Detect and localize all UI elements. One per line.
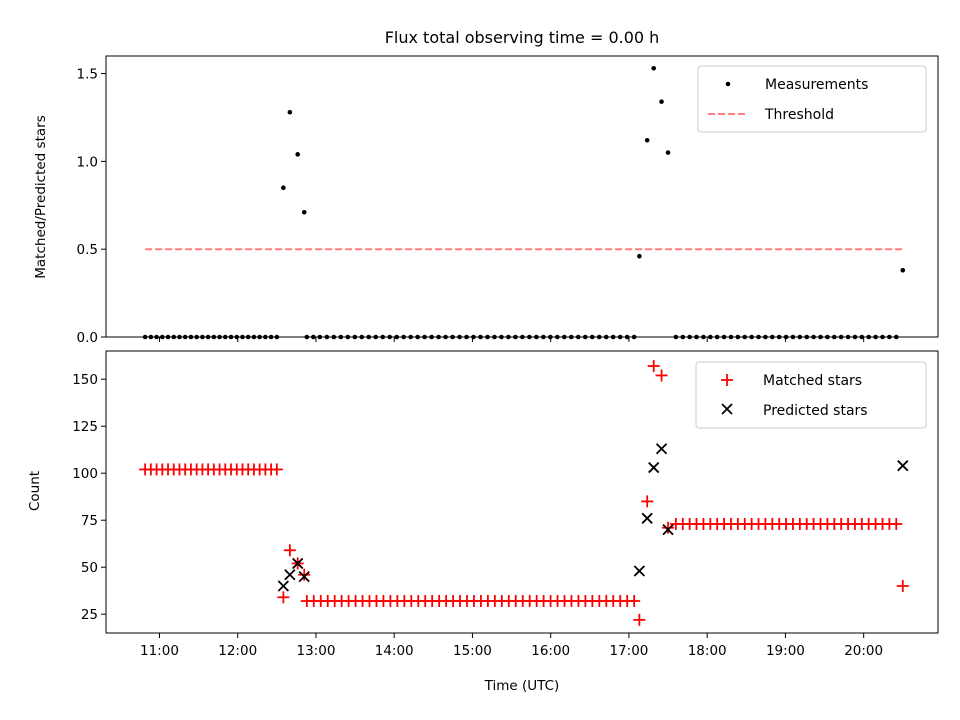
y-tick-label: 75 bbox=[81, 513, 98, 529]
legend-measurements-label: Measurements bbox=[765, 77, 868, 93]
y-tick-label: 1.0 bbox=[77, 154, 98, 170]
x-tick-label: 18:00 bbox=[688, 643, 727, 659]
top-legend: Measurements Threshold bbox=[697, 65, 927, 133]
matched-star-point bbox=[890, 517, 903, 530]
measurement-point bbox=[287, 109, 293, 115]
predicted-star-point bbox=[277, 580, 289, 592]
x-tick-label: 15:00 bbox=[453, 643, 492, 659]
predicted-star-point bbox=[284, 569, 296, 581]
predicted-star-point bbox=[662, 523, 674, 536]
x-stroke-b bbox=[641, 512, 653, 524]
x-stroke-b bbox=[662, 523, 674, 536]
y-tick-label: 125 bbox=[72, 419, 98, 435]
y-tick-label: 1.5 bbox=[77, 67, 98, 83]
measurement-point bbox=[644, 138, 650, 143]
x-tick-label: 13:00 bbox=[297, 643, 336, 659]
matched-star-point bbox=[647, 360, 660, 373]
x-stroke-b bbox=[897, 460, 909, 472]
bottom-legend-frame bbox=[695, 361, 927, 429]
measurement-point bbox=[665, 150, 671, 155]
top-legend-frame bbox=[697, 65, 927, 133]
y-tick-label: 100 bbox=[72, 466, 98, 482]
legend-measurements-marker bbox=[725, 81, 731, 87]
x-tick-label: 16:00 bbox=[531, 643, 570, 659]
y-tick-label: 25 bbox=[81, 607, 98, 623]
x-stroke-b bbox=[655, 443, 668, 455]
predicted-star-point bbox=[298, 570, 310, 583]
measurement-point bbox=[900, 267, 906, 273]
legend-matched-marker bbox=[721, 374, 733, 386]
y-tick-label: 0.5 bbox=[77, 242, 98, 258]
axes-frame bbox=[105, 350, 939, 634]
legend-matched-label: Matched stars bbox=[763, 373, 862, 389]
top-chart-title: Flux total observing time = 0.00 h bbox=[385, 28, 660, 47]
predicted-star-point bbox=[897, 460, 909, 472]
bottom-y-axis-label: Count bbox=[27, 471, 43, 511]
matched-star-point bbox=[896, 580, 909, 592]
y-tick-label: 150 bbox=[72, 372, 98, 388]
legend-threshold-label: Threshold bbox=[764, 107, 834, 123]
y-tick-label: 0.0 bbox=[77, 330, 98, 346]
predicted-star-point bbox=[633, 565, 646, 577]
measurement-point bbox=[637, 253, 642, 259]
measurement-point bbox=[651, 65, 657, 71]
matched-star-point bbox=[628, 595, 641, 608]
measurement-point bbox=[659, 99, 664, 104]
top-panel: 0.0 0.5 1.0 1.5 bbox=[77, 55, 939, 346]
x-tick-label: 14:00 bbox=[375, 643, 414, 659]
x-stroke-b bbox=[298, 570, 310, 583]
x-stroke-b bbox=[284, 569, 296, 581]
x-tick-label: 19:00 bbox=[766, 643, 805, 659]
legend-predicted-label: Predicted stars bbox=[763, 403, 868, 419]
x-tick-label: 17:00 bbox=[609, 643, 648, 659]
measurement-point bbox=[281, 185, 286, 191]
matched-star-point bbox=[270, 463, 283, 476]
matched-star-point bbox=[641, 495, 654, 508]
predicted-star-point bbox=[292, 557, 304, 570]
top-y-axis-label: Matched/Predicted stars bbox=[33, 115, 49, 278]
matched-star-point bbox=[298, 568, 311, 581]
x-stroke-b bbox=[292, 557, 304, 570]
x-stroke-b bbox=[633, 565, 646, 577]
predicted-star-point bbox=[655, 443, 668, 455]
predicted-star-point bbox=[648, 461, 660, 474]
matched-star-point bbox=[277, 591, 290, 604]
predicted-star-point bbox=[641, 512, 653, 524]
x-stroke-b bbox=[648, 461, 660, 474]
x-tick-label: 20:00 bbox=[844, 643, 883, 659]
x-axis-label: Time (UTC) bbox=[484, 678, 560, 694]
y-tick-label: 50 bbox=[81, 560, 98, 576]
measurement-point bbox=[301, 210, 307, 215]
legend-predicted-marker bbox=[721, 403, 733, 415]
bottom-panel: 11:00 12:00 13:00 14:00 15:00 16:00 17:00 18:00… bbox=[72, 350, 939, 659]
bottom-legend: Matched stars Predicted stars bbox=[695, 361, 927, 429]
matched-star-point bbox=[662, 521, 675, 534]
x-tick-label: 11:00 bbox=[140, 643, 179, 659]
matched-star-point bbox=[655, 369, 668, 382]
matched-star-point bbox=[633, 613, 646, 626]
measurement-point bbox=[295, 152, 300, 157]
matched-star-point bbox=[283, 544, 296, 557]
x-tick-label: 12:00 bbox=[218, 643, 257, 659]
x-stroke-b bbox=[277, 580, 289, 592]
axes-frame bbox=[105, 55, 939, 338]
